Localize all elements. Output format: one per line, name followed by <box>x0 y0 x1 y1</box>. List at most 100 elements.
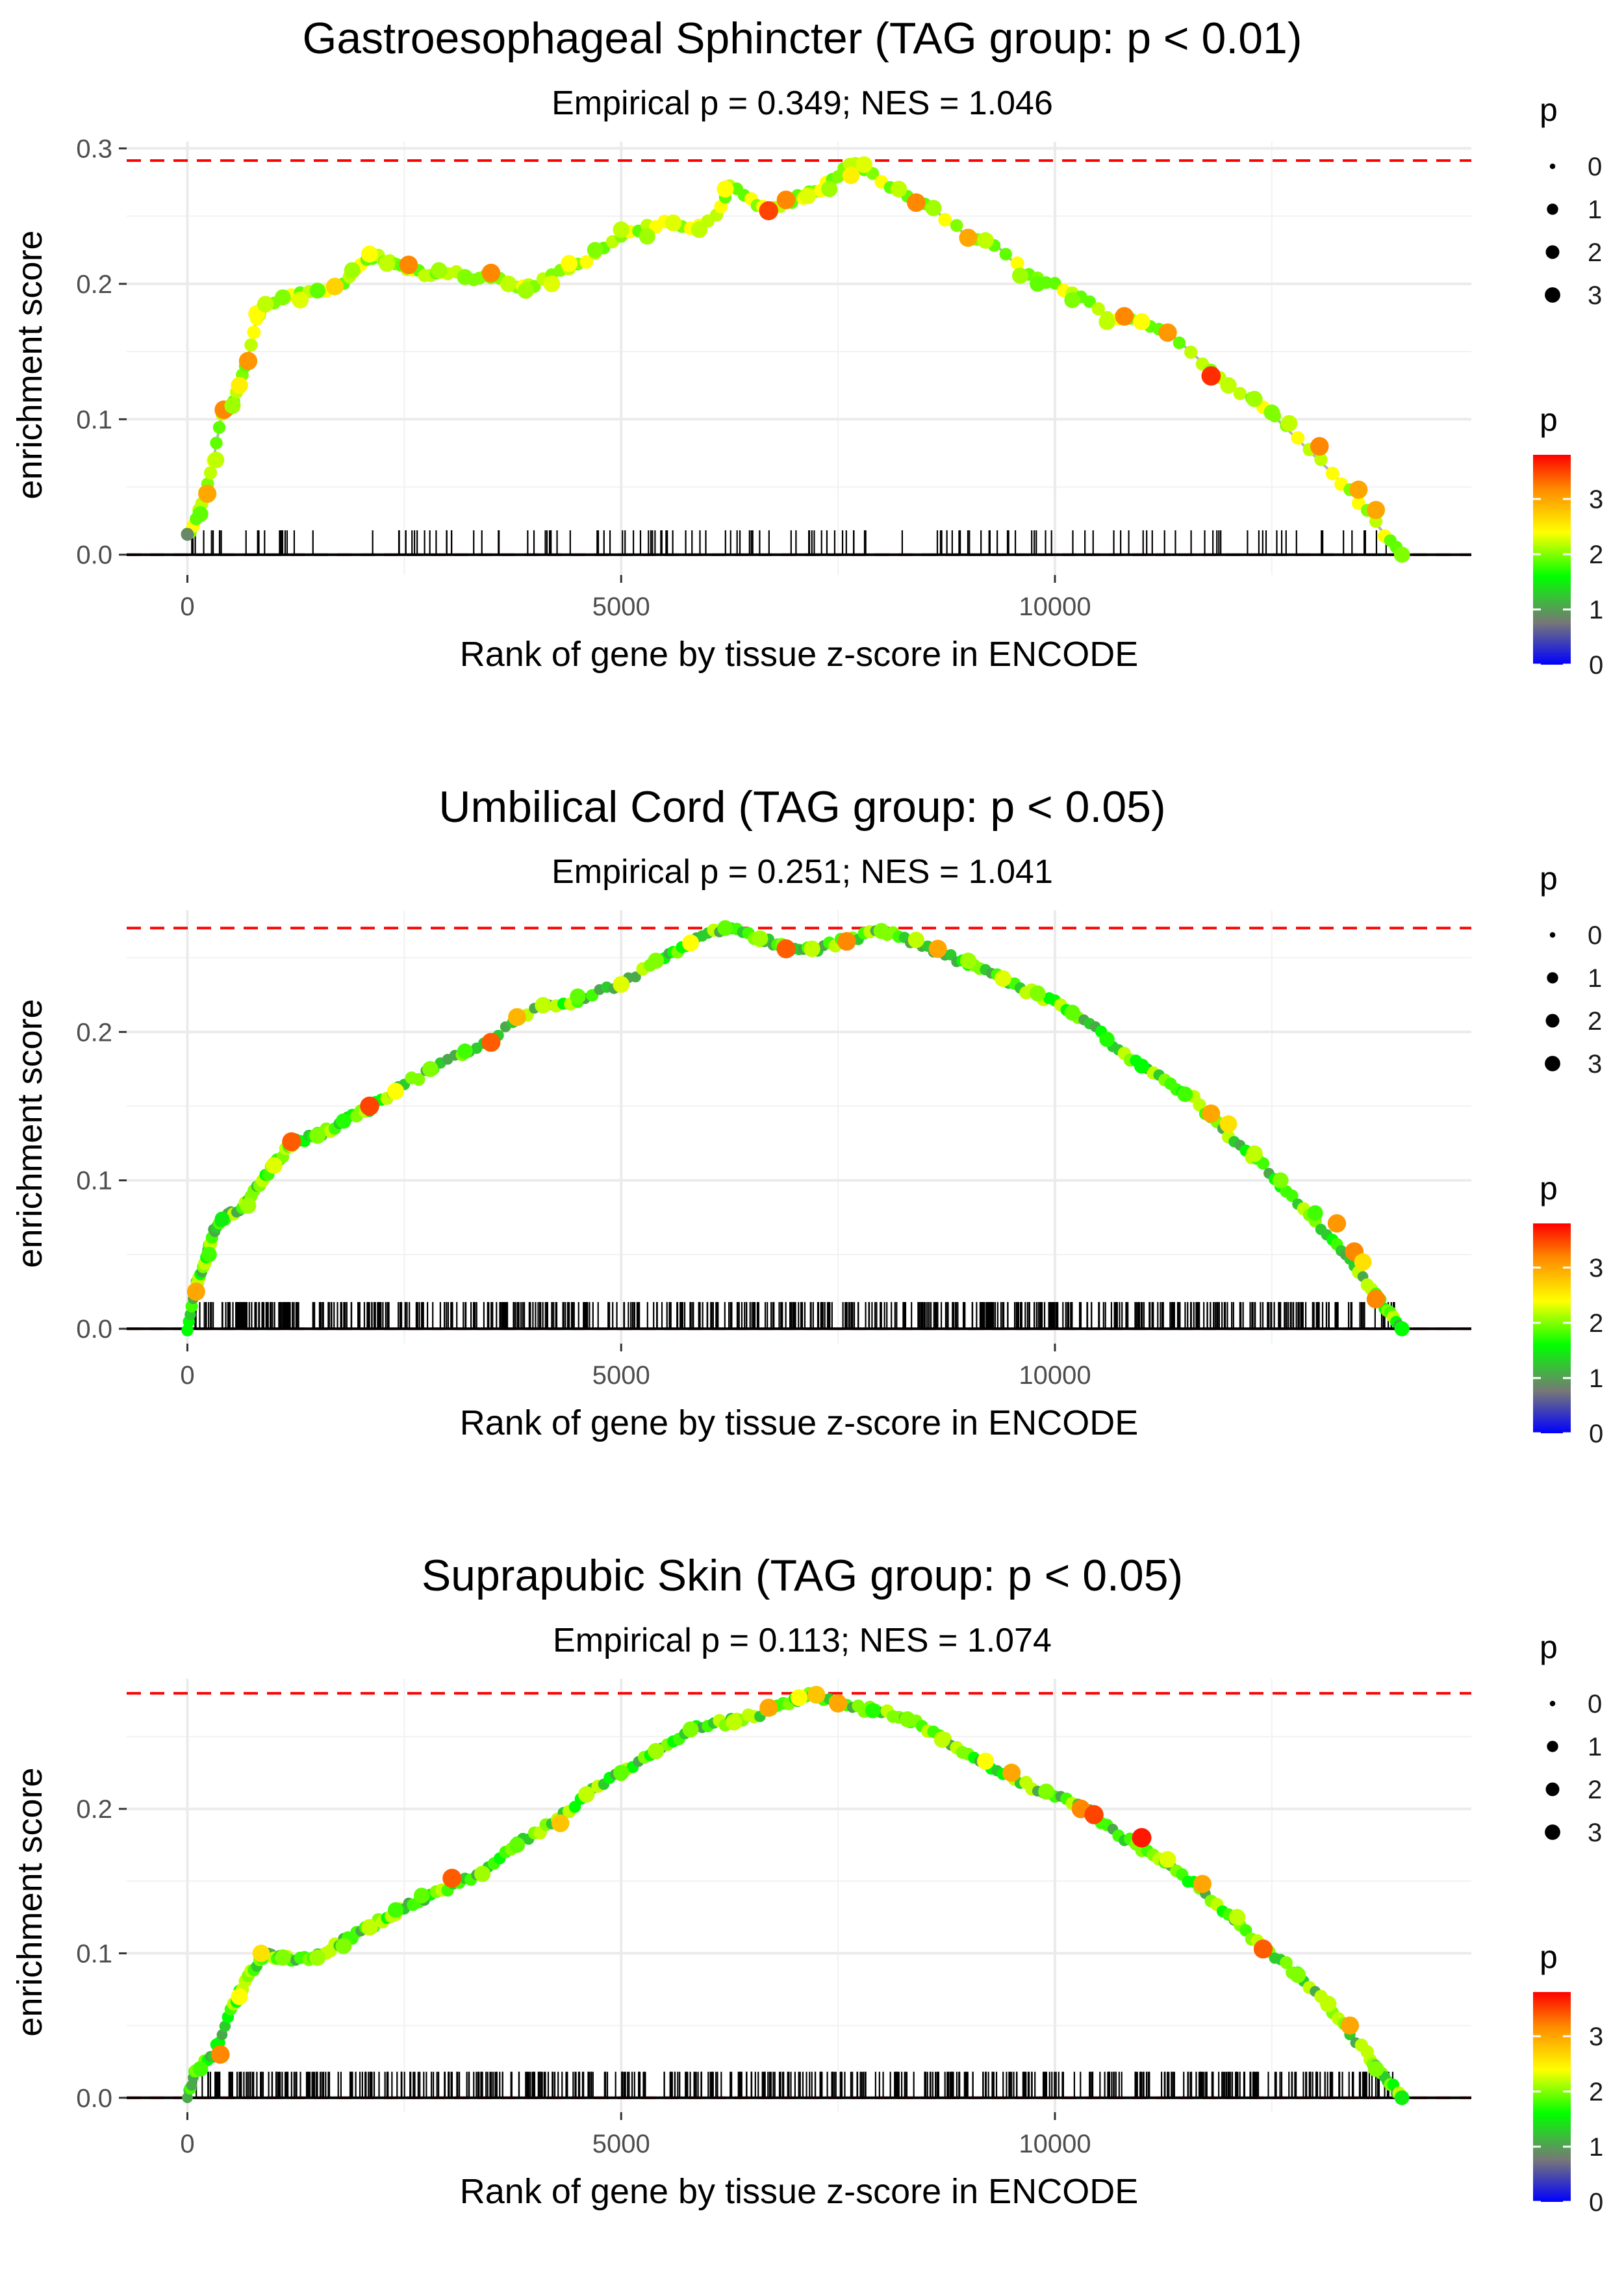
data-point <box>309 1949 326 1966</box>
y-axis-title: enrichment score <box>10 230 49 499</box>
curve-point <box>212 421 226 434</box>
curve-point <box>1233 387 1247 400</box>
data-point <box>240 1197 257 1214</box>
data-point <box>335 1937 352 1954</box>
data-point <box>1228 1909 1246 1926</box>
data-point <box>799 187 817 205</box>
y-tick-label: 0.1 <box>76 405 112 434</box>
data-point <box>933 1731 951 1748</box>
hit-rug <box>196 2071 1394 2098</box>
curve-point <box>1351 496 1365 510</box>
data-point <box>266 1157 283 1174</box>
data-point <box>1319 1995 1337 2012</box>
data-point <box>1029 985 1046 1002</box>
curve-point <box>412 1073 425 1086</box>
data-points <box>181 156 1410 563</box>
data-point <box>691 221 708 238</box>
data-point <box>344 262 361 279</box>
size-legend-dot <box>1547 972 1558 984</box>
chart-subtitle: Empirical p = 0.113; NES = 1.074 <box>553 1622 1052 1659</box>
data-point <box>360 1096 379 1116</box>
curve-point <box>1256 1157 1270 1170</box>
data-point <box>1038 1783 1054 1800</box>
colorbar-label: 2 <box>1589 2078 1603 2106</box>
size-legend-dot <box>1545 245 1560 259</box>
data-points <box>192 1685 1410 2106</box>
data-point <box>1354 1253 1372 1271</box>
data-point <box>613 976 630 993</box>
data-points <box>186 920 1410 1336</box>
data-point <box>442 1869 462 1888</box>
y-tick-label: 0.3 <box>76 134 112 163</box>
x-tick-label: 10000 <box>1019 2130 1091 2158</box>
data-point <box>1349 480 1368 499</box>
colorbar-label: 0 <box>1589 1420 1603 1448</box>
data-point <box>1280 415 1298 432</box>
data-point <box>1134 1058 1150 1074</box>
data-point <box>1099 1031 1115 1047</box>
data-point <box>1307 1205 1323 1221</box>
data-point <box>570 988 586 1004</box>
x-tick-label: 0 <box>180 1361 194 1390</box>
panel-2: Umbilical Cord (TAG group: p < 0.05) Empi… <box>10 782 1603 1448</box>
curve-dots <box>181 922 1405 1336</box>
size-legend-dot <box>1545 1014 1560 1028</box>
data-point <box>1367 2060 1384 2077</box>
size-legend-label: 0 <box>1588 153 1602 181</box>
curve-point <box>244 338 258 352</box>
curve-point <box>210 437 223 450</box>
curve-point <box>1325 466 1339 481</box>
data-point <box>648 952 664 969</box>
data-point <box>500 275 517 292</box>
chart-title: Suprapubic Skin (TAG group: p < 0.05) <box>422 1551 1183 1600</box>
data-point <box>238 351 258 370</box>
colorbar-label: 1 <box>1589 2133 1603 2162</box>
x-tick-label: 10000 <box>1019 593 1091 621</box>
size-legend-dot <box>1549 1700 1556 1707</box>
data-point <box>1201 366 1221 386</box>
size-legend-label: 2 <box>1588 1776 1602 1804</box>
size-legend-title: p <box>1540 92 1558 128</box>
data-point <box>776 939 796 958</box>
size-legend-dot <box>1547 203 1558 215</box>
y-tick-label: 0.2 <box>76 1018 112 1047</box>
colorbar-label: 1 <box>1589 1364 1603 1393</box>
data-point <box>1220 377 1237 394</box>
enrichment-curve <box>186 160 1403 556</box>
data-point <box>1289 1967 1306 1984</box>
size-legend-dot <box>1549 163 1556 170</box>
x-tick-label: 0 <box>180 2130 194 2158</box>
chart-title: Umbilical Cord (TAG group: p < 0.05) <box>438 782 1165 832</box>
legend: p 0 1 2 3 p 3 2 1 0 <box>1533 1629 1603 2217</box>
size-legend-dot <box>1547 1741 1558 1752</box>
curve-point <box>950 219 963 232</box>
data-point <box>336 1113 351 1129</box>
data-point <box>399 255 418 274</box>
data-point <box>1327 1214 1347 1233</box>
x-axis-title: Rank of gene by tissue z-score in ENCODE <box>460 1403 1138 1442</box>
curve-point <box>1091 302 1105 316</box>
data-point <box>474 1865 491 1882</box>
data-point <box>378 255 396 272</box>
colorbar <box>1533 1992 1571 2202</box>
data-point <box>282 1132 301 1151</box>
data-point <box>481 263 501 283</box>
data-point <box>422 1061 438 1077</box>
data-point <box>717 920 733 936</box>
size-legend-dot <box>1549 932 1556 938</box>
curve-point <box>1314 453 1328 466</box>
curve-point <box>203 466 218 479</box>
data-point <box>275 289 291 306</box>
data-point <box>648 1743 665 1759</box>
data-point <box>682 934 700 952</box>
x-tick-label: 0 <box>180 593 194 621</box>
data-point <box>1098 313 1115 330</box>
data-point <box>1115 307 1134 326</box>
data-point <box>387 1082 405 1100</box>
data-point <box>613 1765 629 1781</box>
curve-point <box>1048 277 1061 290</box>
data-point <box>1159 1851 1176 1868</box>
curve-point <box>579 255 594 269</box>
data-point <box>1366 1290 1386 1309</box>
data-point <box>907 931 925 949</box>
